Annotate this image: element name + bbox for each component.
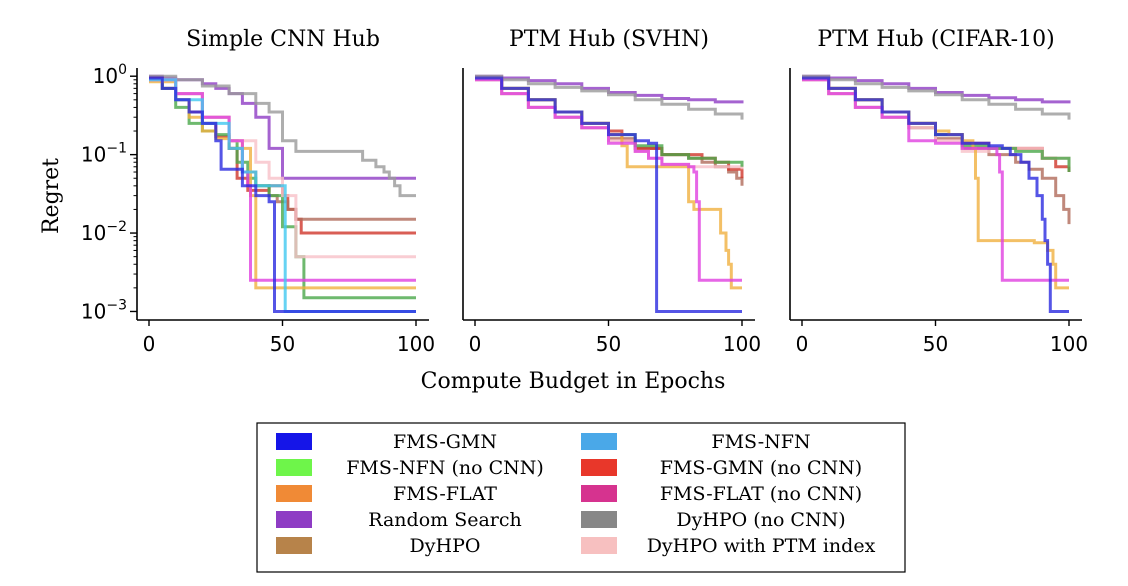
series-line — [149, 76, 416, 313]
legend-entry-label: DyHPO with PTM index — [647, 535, 876, 557]
series-line — [802, 74, 1071, 120]
panel-title: PTM Hub (SVHN) — [509, 27, 709, 52]
legend-swatch — [276, 511, 312, 528]
y-axis-label: Regret — [39, 158, 64, 234]
legend-entry-label: FMS-GMN — [393, 431, 497, 453]
legend-entry-label: FMS-GMN (no CNN) — [660, 457, 862, 479]
x-tick-label: 0 — [143, 332, 156, 356]
x-tick-label: 0 — [469, 332, 482, 356]
series-line — [475, 78, 742, 282]
legend-entry-label: DyHPO (no CNN) — [676, 509, 845, 531]
legend-swatch — [581, 537, 617, 554]
legend-entry-label: FMS-NFN (no CNN) — [346, 457, 544, 479]
legend-entry-label: FMS-FLAT (no CNN) — [660, 483, 862, 505]
series-group — [475, 74, 744, 313]
legend-entry-label: Random Search — [368, 509, 522, 531]
legend-swatch — [581, 459, 617, 476]
series-line — [802, 76, 1069, 313]
y-tick-label: 10−3 — [81, 297, 127, 323]
y-tick-label: 10−2 — [81, 219, 127, 245]
panel-title: PTM Hub (CIFAR-10) — [817, 27, 1054, 52]
legend: FMS-GMN FMS-NFN FMS-NFN (no CNN) FMS-GMN (n… — [256, 422, 906, 573]
x-tick-label: 50 — [923, 332, 948, 356]
legend-swatch — [276, 537, 312, 554]
series-line — [475, 76, 742, 313]
y-tick-base: 10 — [81, 299, 106, 323]
x-tick-label: 50 — [270, 332, 295, 356]
y-tick-base: 10 — [81, 143, 106, 167]
y-tick-exponent: −1 — [106, 141, 127, 157]
legend-swatch — [581, 485, 617, 502]
x-axis-label: Compute Budget in Epochs — [421, 369, 726, 394]
y-tick-exponent: −3 — [106, 297, 127, 313]
y-tick-label: 100 — [93, 62, 127, 88]
x-tick-label: 100 — [397, 332, 435, 356]
legend-entry-label: FMS-NFN — [711, 431, 810, 453]
legend-swatch — [276, 485, 312, 502]
series-group — [802, 74, 1071, 313]
legend-swatch — [581, 433, 617, 450]
legend-entry-label: DyHPO — [410, 535, 481, 557]
legend-entry-label: FMS-FLAT — [393, 483, 497, 505]
legend-swatch — [276, 459, 312, 476]
y-tick-base: 10 — [81, 221, 106, 245]
legend-swatch — [276, 433, 312, 450]
y-tick-exponent: −2 — [106, 219, 127, 235]
series-line — [149, 78, 416, 300]
x-tick-label: 50 — [596, 332, 621, 356]
y-tick-base: 10 — [93, 64, 118, 88]
chart-panel: PTM Hub (SVHN) 0 50 100 — [462, 27, 761, 356]
x-tick-label: 100 — [723, 332, 761, 356]
series-line — [475, 74, 744, 120]
y-tick-label: 10−1 — [81, 141, 127, 167]
y-tick-exponent: 0 — [118, 62, 127, 78]
x-tick-label: 0 — [796, 332, 809, 356]
x-tick-label: 100 — [1050, 332, 1088, 356]
series-line — [149, 74, 416, 198]
series-group — [149, 74, 416, 313]
chart-panel: PTM Hub (CIFAR-10) 0 50 100 — [789, 27, 1088, 356]
panel-title: Simple CNN Hub — [186, 27, 380, 52]
legend-swatch — [581, 511, 617, 528]
